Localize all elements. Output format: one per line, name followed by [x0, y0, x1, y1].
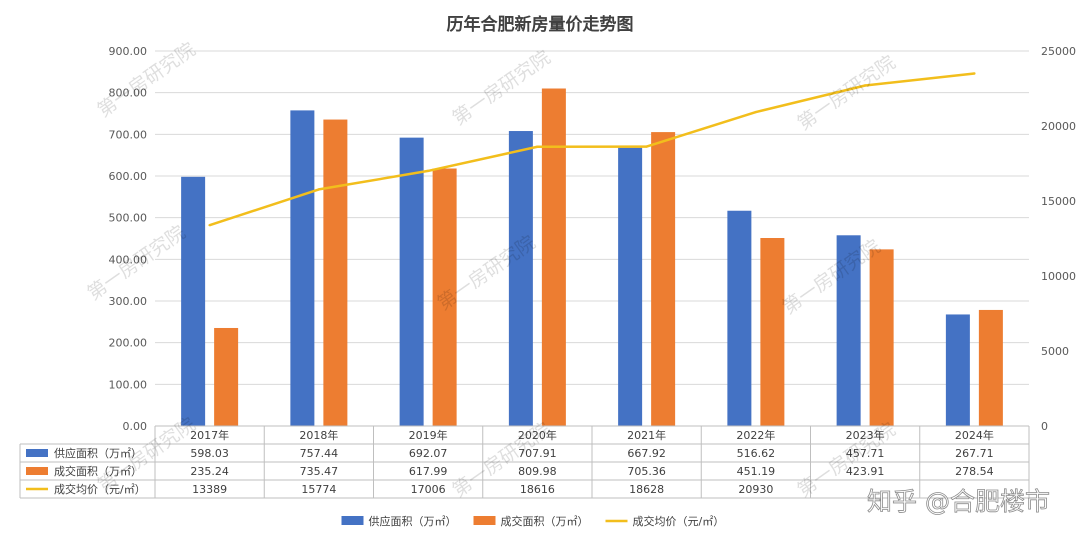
x-tick-label: 2021年 — [627, 428, 666, 442]
bar-deal — [541, 88, 566, 426]
bar-deal — [214, 327, 239, 426]
table-cell: 18616 — [520, 483, 555, 496]
bar-supply — [508, 131, 533, 426]
y-left-tick-label: 600.00 — [109, 170, 148, 183]
legend-label: 供应面积（万㎡） — [369, 514, 457, 528]
table-cell: 809.98 — [518, 465, 557, 478]
x-tick-label: 2024年 — [955, 428, 994, 442]
bar-deal — [323, 119, 348, 426]
table-cell: 20930 — [738, 483, 773, 496]
bar-supply — [836, 235, 861, 426]
price-point — [645, 145, 648, 148]
price-point — [426, 169, 430, 173]
credit-watermark: 知乎 @合肥楼市 — [867, 487, 1050, 516]
legend-label: 成交均价（元/㎡） — [633, 514, 725, 528]
table-cell: 516.62 — [737, 447, 776, 460]
y-left-tick-label: 400.00 — [109, 253, 148, 266]
bar-deal — [978, 309, 1003, 426]
table-cell: 457.71 — [846, 447, 885, 460]
legend-key — [341, 516, 364, 525]
table-cell: 692.07 — [409, 447, 448, 460]
price-point — [317, 188, 321, 191]
bar-deal — [760, 238, 785, 426]
table-cell: 707.91 — [518, 447, 557, 460]
legend-label: 成交面积（万㎡） — [501, 514, 589, 528]
x-tick-label: 2019年 — [409, 428, 448, 442]
table-cell: 17006 — [411, 483, 446, 496]
bar-deal — [869, 249, 894, 426]
watermark-text: 第一房研究院 — [779, 235, 885, 318]
y-left-tick-label: 700.00 — [109, 128, 148, 141]
table-cell: 705.36 — [627, 465, 666, 478]
table-cell: 617.99 — [409, 465, 448, 478]
price-point — [973, 72, 976, 75]
price-point — [208, 223, 211, 227]
table-cell: 15774 — [301, 483, 336, 496]
bar-deal — [432, 168, 457, 427]
y-right-tick-label: 10000 — [1041, 270, 1076, 283]
table-legend-key — [26, 449, 48, 457]
watermark-text: 第一房研究院 — [84, 221, 190, 304]
table-cell: 423.91 — [846, 465, 885, 478]
x-tick-label: 2017年 — [190, 428, 229, 442]
y-left-tick-label: 800.00 — [109, 87, 148, 100]
table-series-name: 成交均价（元/㎡） — [54, 482, 146, 496]
y-right-tick-label: 15000 — [1041, 195, 1076, 208]
price-point — [754, 110, 758, 114]
watermark-text: 第一房研究院 — [449, 46, 555, 129]
y-left-tick-label: 200.00 — [109, 337, 148, 350]
bar-supply — [399, 137, 424, 426]
y-right-tick-label: 25000 — [1041, 45, 1076, 58]
chart-title: 历年合肥新房量价走势图 — [446, 15, 634, 35]
y-left-tick-label: 900.00 — [109, 45, 148, 58]
bar-deal — [651, 132, 676, 426]
legend-key — [473, 516, 496, 525]
y-left-tick-label: 100.00 — [109, 378, 148, 391]
table-cell: 18628 — [629, 483, 664, 496]
y-right-tick-label: 5000 — [1041, 345, 1069, 358]
bar-supply — [290, 110, 315, 427]
table-cell: 667.92 — [627, 447, 666, 460]
x-tick-label: 2020年 — [518, 428, 557, 442]
table-legend-key — [26, 467, 48, 475]
y-left-tick-label: 0.00 — [123, 420, 148, 433]
y-right-tick-label: 0 — [1041, 420, 1048, 433]
table-series-name: 成交面积（万㎡） — [54, 464, 142, 478]
table-cell: 757.44 — [300, 447, 339, 460]
table-cell: 278.54 — [955, 465, 994, 478]
y-left-tick-label: 500.00 — [109, 212, 148, 225]
price-point — [863, 84, 867, 87]
bar-supply — [618, 147, 643, 426]
table-series-name: 供应面积（万㎡） — [54, 446, 142, 460]
bar-supply — [181, 176, 206, 426]
price-point — [536, 145, 539, 148]
x-tick-label: 2018年 — [299, 428, 338, 442]
table-cell: 267.71 — [955, 447, 994, 460]
x-tick-label: 2023年 — [846, 428, 885, 442]
table-cell: 735.47 — [300, 465, 339, 478]
bar-supply — [727, 210, 752, 426]
table-cell: 235.24 — [190, 465, 229, 478]
table-cell: 451.19 — [737, 465, 776, 478]
y-right-tick-label: 20000 — [1041, 120, 1076, 133]
table-cell: 598.03 — [190, 447, 229, 460]
table-cell: 13389 — [192, 483, 227, 496]
price-line — [209, 72, 975, 227]
y-left-tick-label: 300.00 — [109, 295, 148, 308]
x-tick-label: 2022年 — [736, 428, 775, 442]
bar-supply — [945, 314, 970, 426]
